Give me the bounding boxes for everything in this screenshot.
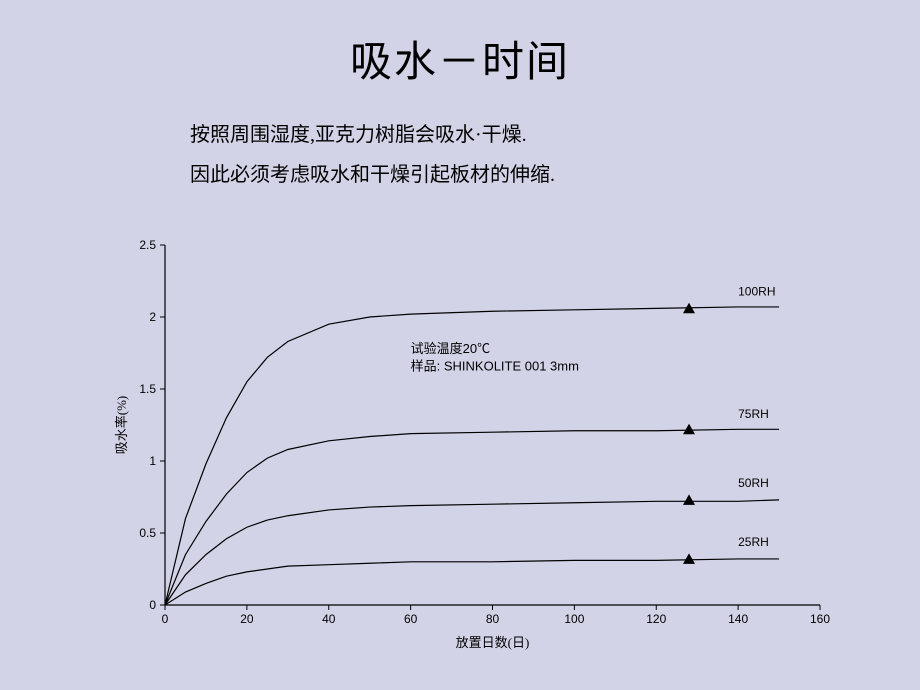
svg-text:60: 60: [404, 612, 418, 626]
marker-50RH: [683, 494, 695, 505]
series-label-50RH: 50RH: [738, 476, 769, 490]
series-75RH: [165, 429, 779, 605]
svg-text:160: 160: [810, 612, 830, 626]
description-line1: 按照周围湿度,亚克力树脂会吸水·干燥.: [190, 115, 920, 155]
svg-text:120: 120: [646, 612, 666, 626]
svg-text:吸水率(%): 吸水率(%): [114, 396, 129, 455]
svg-text:80: 80: [486, 612, 500, 626]
absorption-chart: 0 20 40 60 80 100 120 140 160 0 0.5 1 1.5 2 2.5 放置日数(日)…: [110, 235, 840, 655]
svg-text:100: 100: [564, 612, 584, 626]
svg-text:样品: SHINKOLITE 001 3mm: 样品: SHINKOLITE 001 3mm: [411, 358, 579, 373]
svg-text:20: 20: [240, 612, 254, 626]
series-label-25RH: 25RH: [738, 535, 769, 549]
marker-25RH: [683, 553, 695, 564]
series-label-75RH: 75RH: [738, 407, 769, 421]
svg-text:140: 140: [728, 612, 748, 626]
svg-text:放置日数(日): 放置日数(日): [456, 635, 530, 650]
page-title: 吸水－时间: [0, 0, 920, 89]
svg-text:1: 1: [149, 454, 156, 468]
marker-75RH: [683, 424, 695, 435]
svg-text:0.5: 0.5: [139, 526, 156, 540]
svg-text:1.5: 1.5: [139, 382, 156, 396]
description-line2: 因此必须考虑吸水和干燥引起板材的伸缩.: [190, 155, 920, 195]
series-25RH: [165, 559, 779, 605]
description: 按照周围湿度,亚克力树脂会吸水·干燥. 因此必须考虑吸水和干燥引起板材的伸缩.: [190, 115, 920, 195]
svg-text:2: 2: [149, 310, 156, 324]
series-50RH: [165, 500, 779, 605]
svg-text:0: 0: [162, 612, 169, 626]
svg-text:试验温度20℃: 试验温度20℃: [411, 341, 490, 356]
svg-text:0: 0: [149, 598, 156, 612]
svg-text:2.5: 2.5: [139, 238, 156, 252]
chart-svg: 0 20 40 60 80 100 120 140 160 0 0.5 1 1.5 2 2.5 放置日数(日)…: [110, 235, 840, 655]
series-label-100RH: 100RH: [738, 284, 775, 298]
svg-text:40: 40: [322, 612, 336, 626]
